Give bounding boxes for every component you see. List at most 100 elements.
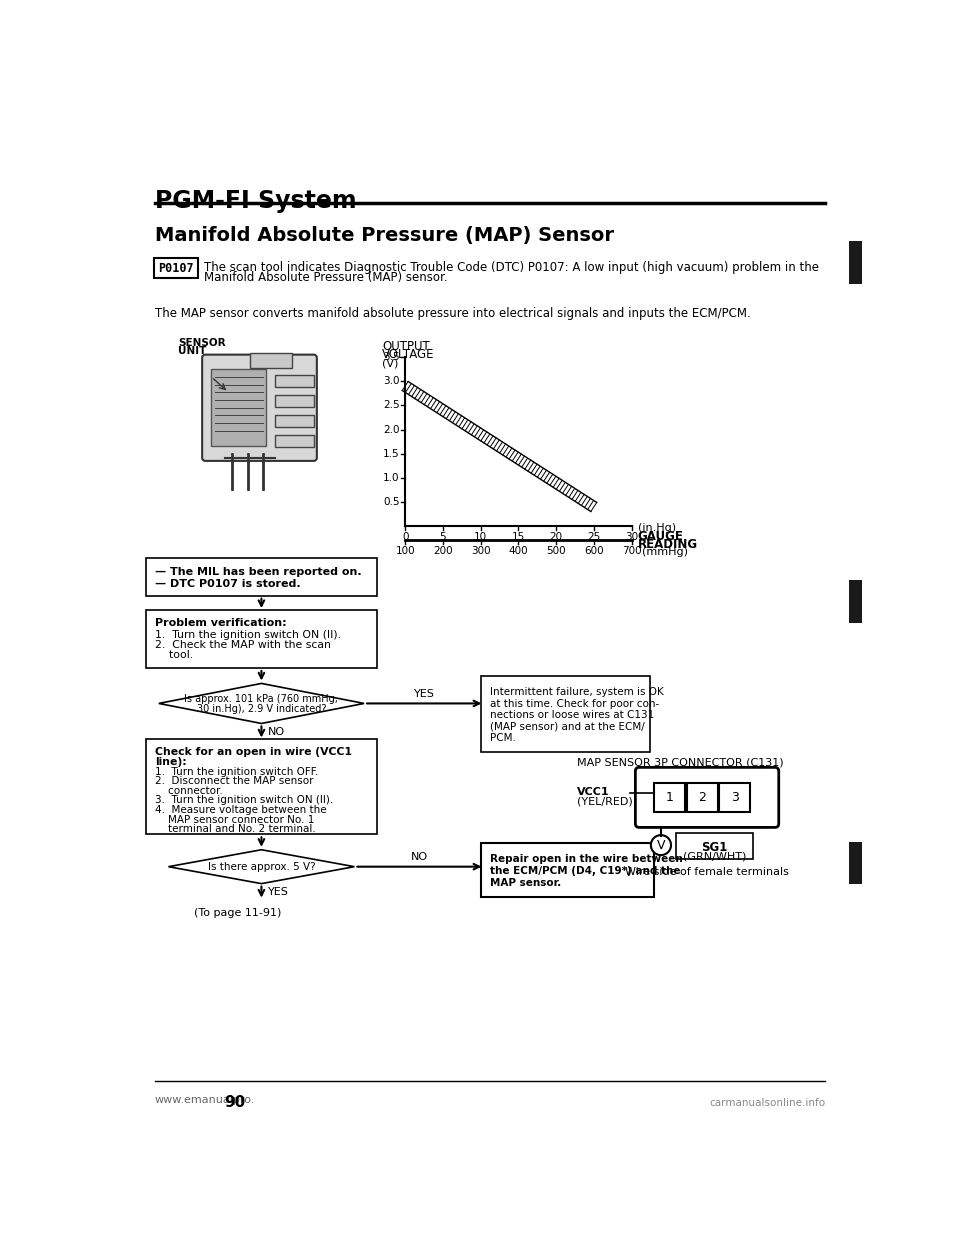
Text: NO: NO (411, 852, 428, 862)
Text: (mmHg): (mmHg) (641, 546, 687, 556)
Text: terminal and No. 2 terminal.: terminal and No. 2 terminal. (155, 825, 316, 835)
Text: 300: 300 (470, 545, 491, 555)
Text: VCC1: VCC1 (577, 786, 610, 796)
Text: tool.: tool. (155, 651, 193, 661)
Text: 500: 500 (546, 545, 565, 555)
Text: 3: 3 (731, 791, 738, 804)
Circle shape (651, 835, 671, 856)
Text: 600: 600 (584, 545, 604, 555)
Text: READING: READING (637, 538, 698, 550)
FancyBboxPatch shape (849, 241, 862, 283)
Text: (V): (V) (382, 359, 398, 369)
Text: (GRN/WHT): (GRN/WHT) (684, 851, 747, 861)
FancyBboxPatch shape (654, 782, 685, 812)
FancyBboxPatch shape (146, 739, 377, 835)
Text: 1.  Turn the ignition switch OFF.: 1. Turn the ignition switch OFF. (155, 766, 319, 776)
Text: 200: 200 (433, 545, 453, 555)
Text: Is approx. 101 kPa (760 mmHg,: Is approx. 101 kPa (760 mmHg, (184, 694, 338, 704)
Text: 4.  Measure voltage between the: 4. Measure voltage between the (155, 805, 326, 815)
Text: Manifold Absolute Pressure (MAP) sensor.: Manifold Absolute Pressure (MAP) sensor. (204, 271, 447, 283)
Text: — DTC P0107 is stored.: — DTC P0107 is stored. (155, 580, 300, 590)
Text: YES: YES (268, 887, 289, 897)
Text: 0.5: 0.5 (383, 497, 399, 507)
Text: Problem verification:: Problem verification: (155, 619, 286, 628)
Text: 15: 15 (512, 532, 525, 542)
FancyBboxPatch shape (636, 768, 779, 827)
Text: 20: 20 (549, 532, 563, 542)
FancyBboxPatch shape (686, 782, 717, 812)
FancyBboxPatch shape (211, 369, 266, 446)
Text: MAP SENSOR 3P CONNECTOR (C131): MAP SENSOR 3P CONNECTOR (C131) (577, 758, 784, 768)
Text: 90: 90 (225, 1094, 246, 1109)
FancyBboxPatch shape (251, 353, 292, 369)
Text: Wire side of female terminals: Wire side of female terminals (625, 867, 789, 877)
Text: 0: 0 (402, 532, 408, 542)
Text: 100: 100 (396, 545, 415, 555)
Text: VOLTAGE: VOLTAGE (382, 349, 435, 361)
Polygon shape (158, 683, 364, 723)
FancyBboxPatch shape (155, 258, 199, 278)
Text: Repair open in the wire between: Repair open in the wire between (491, 853, 684, 863)
Text: 3.0: 3.0 (383, 376, 399, 386)
FancyBboxPatch shape (275, 395, 314, 407)
Text: 3.  Turn the ignition switch ON (II).: 3. Turn the ignition switch ON (II). (155, 795, 333, 806)
Text: nections or loose wires at C131: nections or loose wires at C131 (491, 710, 655, 720)
Text: 2.  Disconnect the MAP sensor: 2. Disconnect the MAP sensor (155, 776, 313, 786)
Text: OUTPUT: OUTPUT (382, 340, 430, 353)
Text: 2.0: 2.0 (383, 425, 399, 435)
Text: 1.  Turn the ignition switch ON (II).: 1. Turn the ignition switch ON (II). (155, 630, 341, 640)
Text: GAUGE: GAUGE (637, 530, 684, 543)
Text: 2: 2 (698, 791, 706, 804)
Text: UNIT: UNIT (179, 347, 206, 356)
Text: MAP sensor connector No. 1: MAP sensor connector No. 1 (155, 815, 314, 825)
Text: YES: YES (414, 689, 435, 699)
FancyBboxPatch shape (677, 833, 754, 859)
Text: 400: 400 (509, 545, 528, 555)
Text: 25: 25 (588, 532, 600, 542)
FancyBboxPatch shape (275, 435, 314, 447)
Text: P0107: P0107 (158, 262, 194, 274)
Text: www.emanualpro.: www.emanualpro. (155, 1094, 255, 1104)
FancyBboxPatch shape (275, 415, 314, 427)
Text: 700: 700 (622, 545, 641, 555)
FancyBboxPatch shape (275, 375, 314, 388)
Text: 1.0: 1.0 (383, 473, 399, 483)
Text: MAP sensor.: MAP sensor. (491, 878, 562, 888)
Text: (YEL/RED): (YEL/RED) (577, 796, 633, 806)
Text: 1: 1 (665, 791, 673, 804)
Text: carmanualsonline.info: carmanualsonline.info (709, 1098, 826, 1108)
FancyBboxPatch shape (146, 610, 377, 668)
FancyBboxPatch shape (849, 842, 862, 884)
Text: (To page 11-91): (To page 11-91) (194, 908, 281, 918)
Polygon shape (168, 850, 354, 883)
Text: 1.5: 1.5 (383, 448, 399, 458)
Text: 3.5: 3.5 (383, 351, 399, 361)
FancyBboxPatch shape (481, 843, 654, 897)
Text: The scan tool indicates Diagnostic Trouble Code (DTC) P0107: A low input (high v: The scan tool indicates Diagnostic Troub… (204, 261, 819, 273)
FancyBboxPatch shape (481, 677, 650, 751)
Text: Intermittent failure, system is OK: Intermittent failure, system is OK (491, 687, 664, 697)
Text: (in.Hg): (in.Hg) (637, 523, 676, 533)
Text: at this time. Check for poor con-: at this time. Check for poor con- (491, 699, 660, 709)
Text: the ECM/PCM (D4, C19*) and the: the ECM/PCM (D4, C19*) and the (491, 866, 681, 876)
Text: Check for an open in wire (VCC1: Check for an open in wire (VCC1 (155, 748, 352, 758)
Text: V: V (657, 838, 665, 852)
Text: PCM.: PCM. (491, 734, 516, 744)
Text: 30 in.Hg), 2.9 V indicated?: 30 in.Hg), 2.9 V indicated? (197, 704, 326, 714)
Text: 5: 5 (440, 532, 446, 542)
Text: 10: 10 (474, 532, 487, 542)
Text: Is there approx. 5 V?: Is there approx. 5 V? (207, 862, 315, 872)
Text: PGM-FI System: PGM-FI System (155, 189, 356, 214)
Text: SENSOR: SENSOR (179, 338, 226, 348)
Text: (MAP sensor) and at the ECM/: (MAP sensor) and at the ECM/ (491, 722, 645, 732)
Text: The MAP sensor converts manifold absolute pressure into electrical signals and i: The MAP sensor converts manifold absolut… (155, 307, 751, 320)
Text: Manifold Absolute Pressure (MAP) Sensor: Manifold Absolute Pressure (MAP) Sensor (155, 226, 613, 245)
FancyBboxPatch shape (146, 558, 377, 596)
Text: 30: 30 (625, 532, 638, 542)
FancyBboxPatch shape (849, 580, 862, 622)
Text: 2.  Check the MAP with the scan: 2. Check the MAP with the scan (155, 641, 331, 651)
Text: line):: line): (155, 758, 186, 768)
FancyBboxPatch shape (719, 782, 750, 812)
Text: NO: NO (268, 727, 285, 737)
Text: — The MIL has been reported on.: — The MIL has been reported on. (155, 568, 362, 578)
